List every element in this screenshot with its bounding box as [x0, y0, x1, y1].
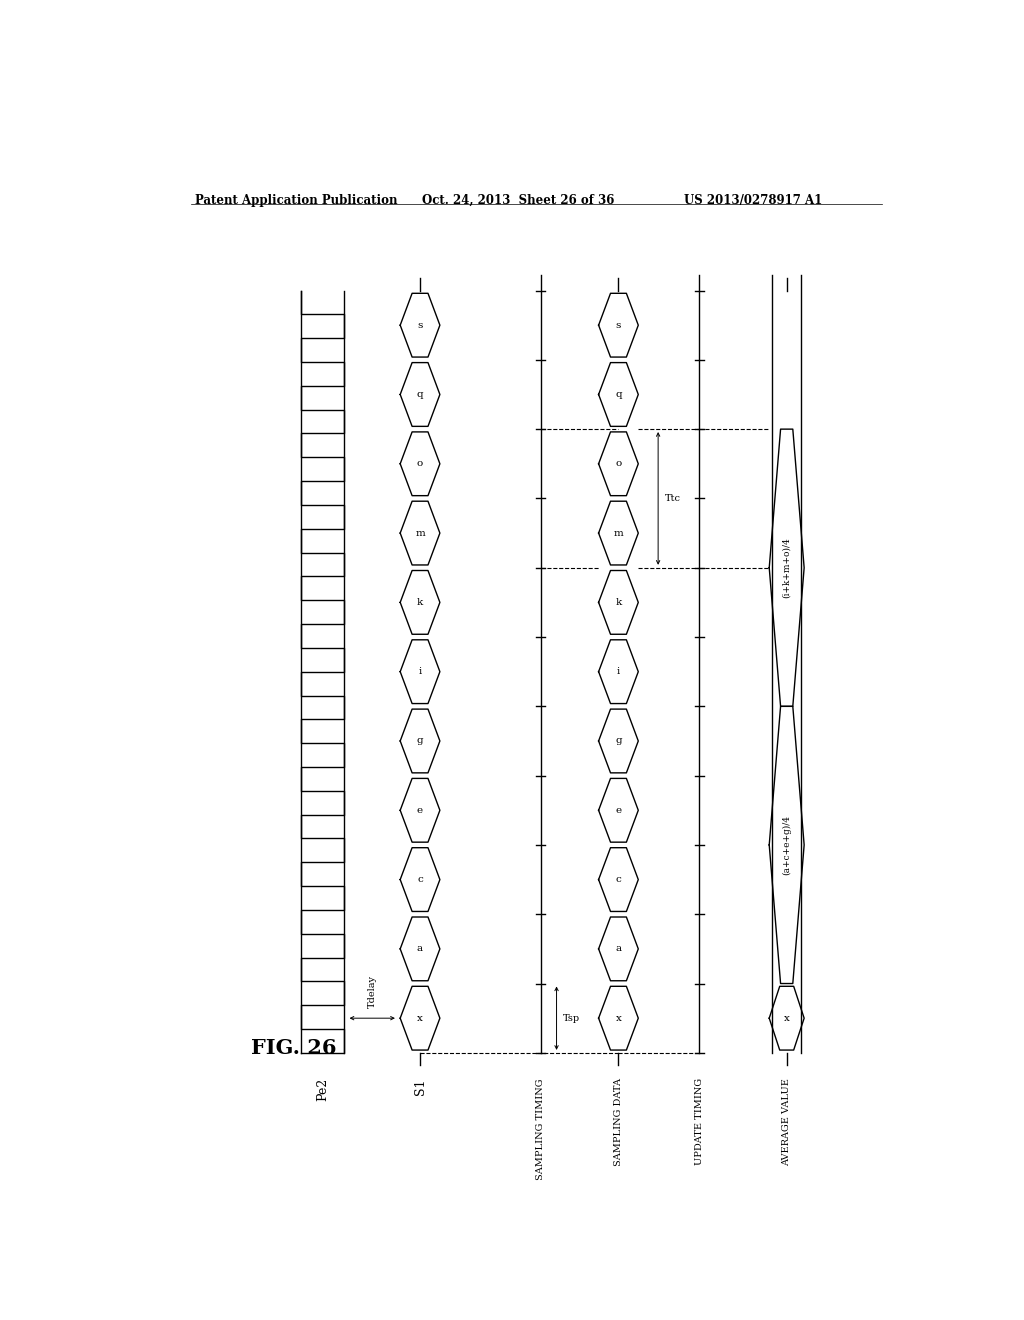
Text: o: o	[417, 459, 423, 469]
Text: (i+k+m+o)/4: (i+k+m+o)/4	[782, 537, 792, 598]
Text: Oct. 24, 2013  Sheet 26 of 36: Oct. 24, 2013 Sheet 26 of 36	[422, 194, 614, 207]
Text: g: g	[615, 737, 622, 746]
Text: x: x	[417, 1014, 423, 1023]
Text: AVERAGE VALUE: AVERAGE VALUE	[782, 1078, 792, 1166]
Text: g: g	[417, 737, 423, 746]
Text: Tsp: Tsp	[563, 1014, 580, 1023]
Text: o: o	[615, 459, 622, 469]
Text: m: m	[415, 528, 425, 537]
Text: s: s	[615, 321, 622, 330]
Text: q: q	[417, 389, 423, 399]
Text: c: c	[615, 875, 622, 884]
Text: UPDATE TIMING: UPDATE TIMING	[695, 1078, 703, 1166]
Text: k: k	[615, 598, 622, 607]
Text: q: q	[615, 389, 622, 399]
Text: Tdelay: Tdelay	[368, 975, 377, 1008]
Text: x: x	[783, 1014, 790, 1023]
Text: Pe2: Pe2	[316, 1078, 329, 1101]
Text: SAMPLING DATA: SAMPLING DATA	[614, 1078, 623, 1167]
Text: US 2013/0278917 A1: US 2013/0278917 A1	[684, 194, 822, 207]
Text: Patent Application Publication: Patent Application Publication	[196, 194, 398, 207]
Text: a: a	[417, 944, 423, 953]
Text: (a+c+e+g)/4: (a+c+e+g)/4	[782, 814, 792, 875]
Text: S1: S1	[414, 1078, 427, 1094]
Text: x: x	[615, 1014, 622, 1023]
Text: m: m	[613, 528, 624, 537]
Text: i: i	[419, 667, 422, 676]
Text: e: e	[615, 805, 622, 814]
Text: k: k	[417, 598, 423, 607]
Text: a: a	[615, 944, 622, 953]
Text: s: s	[418, 321, 423, 330]
Text: Ttc: Ttc	[665, 494, 681, 503]
Text: c: c	[417, 875, 423, 884]
Text: i: i	[616, 667, 621, 676]
Text: FIG. 26: FIG. 26	[251, 1038, 337, 1057]
Text: SAMPLING TIMING: SAMPLING TIMING	[537, 1078, 545, 1180]
Text: e: e	[417, 805, 423, 814]
